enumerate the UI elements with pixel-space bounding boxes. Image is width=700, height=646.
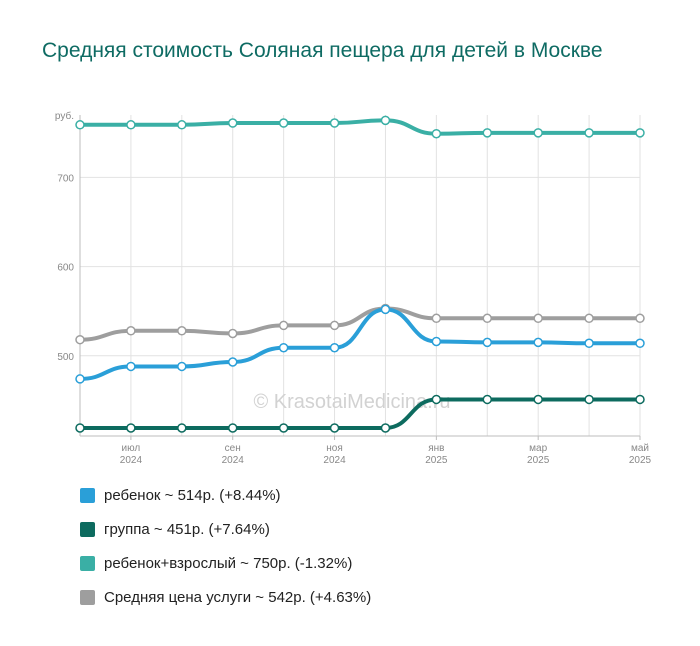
data-point[interactable] xyxy=(329,423,340,433)
data-point[interactable] xyxy=(380,423,391,433)
x-tick-label-month: янв xyxy=(428,443,444,454)
x-tick-label-year: 2024 xyxy=(323,455,346,466)
legend: ребенок ~ 514р. (+8.44%) группа ~ 451р. (… xyxy=(80,484,640,620)
data-point[interactable] xyxy=(533,394,543,405)
data-point[interactable] xyxy=(177,423,187,433)
legend-label: ребенок ~ 514р. (+8.44%) xyxy=(104,486,281,504)
data-point[interactable] xyxy=(75,423,85,433)
series-lines xyxy=(78,118,642,430)
watermark: © KrasotaiMedicina.ru xyxy=(253,391,450,413)
data-point[interactable] xyxy=(431,394,442,405)
legend-item[interactable]: ребенок ~ 514р. (+8.44%) xyxy=(80,484,640,506)
data-point[interactable] xyxy=(635,128,645,138)
data-point[interactable] xyxy=(584,313,594,324)
data-point[interactable] xyxy=(177,326,187,336)
y-tick-label: 700 xyxy=(57,173,74,184)
data-point[interactable] xyxy=(431,128,442,139)
data-point[interactable] xyxy=(329,342,340,353)
legend-swatch xyxy=(80,589,95,605)
data-point[interactable] xyxy=(75,374,85,384)
legend-label: Средняя цена услуги ~ 542р. (+4.63%) xyxy=(104,588,372,606)
legend-swatch xyxy=(80,555,95,571)
data-point[interactable] xyxy=(177,361,187,372)
data-point[interactable] xyxy=(126,423,136,433)
data-point[interactable] xyxy=(227,357,238,367)
data-point[interactable] xyxy=(584,338,594,349)
data-point[interactable] xyxy=(126,361,136,372)
data-point[interactable] xyxy=(329,118,340,128)
data-points xyxy=(75,115,645,433)
data-point[interactable] xyxy=(177,120,187,130)
x-tick-label-year: 2025 xyxy=(527,455,550,466)
y-tick-label: 500 xyxy=(57,352,74,363)
x-tick-label-month: мар xyxy=(529,443,547,454)
x-tick-label-year: 2024 xyxy=(120,455,143,466)
data-point[interactable] xyxy=(278,320,289,331)
legend-swatch xyxy=(80,487,95,503)
data-point[interactable] xyxy=(584,394,594,405)
line-chart: 500600700руб.июл2024сен2024ноя2024янв202… xyxy=(55,110,652,466)
data-point[interactable] xyxy=(482,313,493,324)
x-tick-label-year: 2025 xyxy=(629,455,652,466)
chart-title: Средняя стоимость Соляная пещера для дет… xyxy=(42,39,603,62)
legend-swatch xyxy=(80,521,95,537)
series-line xyxy=(78,118,642,136)
legend-item[interactable]: группа ~ 451р. (+7.64%) xyxy=(80,518,640,540)
data-point[interactable] xyxy=(431,313,442,324)
data-point[interactable] xyxy=(278,118,289,128)
x-tick-label-month: май xyxy=(631,443,649,454)
data-point[interactable] xyxy=(329,320,340,331)
data-point[interactable] xyxy=(75,334,85,345)
data-point[interactable] xyxy=(126,326,136,336)
data-point[interactable] xyxy=(482,128,493,138)
data-point[interactable] xyxy=(278,342,289,353)
data-point[interactable] xyxy=(533,337,543,348)
legend-label: ребенок+взрослый ~ 750р. (-1.32%) xyxy=(104,554,353,572)
x-tick-label-month: июл xyxy=(122,443,141,454)
y-unit-label: руб. xyxy=(55,110,74,122)
y-tick-label: 600 xyxy=(57,263,74,274)
data-point[interactable] xyxy=(635,313,645,324)
data-point[interactable] xyxy=(380,115,391,126)
data-point[interactable] xyxy=(227,118,238,128)
data-point[interactable] xyxy=(431,336,442,347)
data-point[interactable] xyxy=(533,313,543,324)
data-point[interactable] xyxy=(227,328,238,339)
data-point[interactable] xyxy=(584,128,594,138)
data-point[interactable] xyxy=(227,423,238,433)
data-point[interactable] xyxy=(380,304,391,315)
legend-item[interactable]: Средняя цена услуги ~ 542р. (+4.63%) xyxy=(80,586,640,608)
series-line xyxy=(78,306,642,342)
x-tick-label-year: 2024 xyxy=(222,455,245,466)
x-tick-label-month: ноя xyxy=(326,443,343,454)
data-point[interactable] xyxy=(482,394,493,405)
data-point[interactable] xyxy=(482,337,493,348)
data-point[interactable] xyxy=(635,394,645,405)
x-tick-label-month: сен xyxy=(225,443,241,454)
x-tick-label-year: 2025 xyxy=(425,455,448,466)
grid xyxy=(79,115,641,436)
data-point[interactable] xyxy=(533,128,543,138)
data-point[interactable] xyxy=(126,120,136,130)
data-point[interactable] xyxy=(75,120,85,130)
legend-item[interactable]: ребенок+взрослый ~ 750р. (-1.32%) xyxy=(80,552,640,574)
data-point[interactable] xyxy=(635,338,645,349)
data-point[interactable] xyxy=(278,423,289,433)
legend-label: группа ~ 451р. (+7.64%) xyxy=(104,520,270,538)
